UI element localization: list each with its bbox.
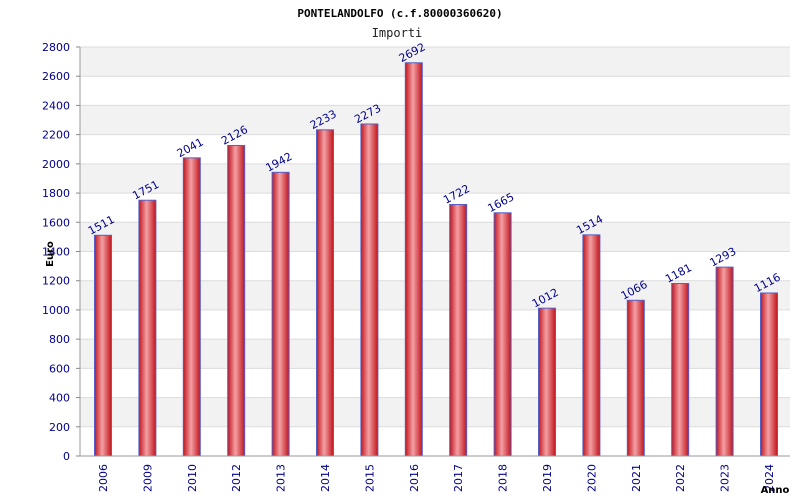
x-tick-label: 2024: [763, 464, 776, 492]
y-tick-label: 1400: [42, 246, 70, 259]
axes: [79, 47, 790, 457]
x-tick-label: 2006: [97, 464, 110, 492]
x-tick-label: 2023: [719, 464, 732, 492]
y-tick-label: 2200: [42, 129, 70, 142]
bar-2017: [449, 203, 468, 457]
x-tick-label: 2022: [674, 464, 687, 492]
y-tick-label: 1600: [42, 216, 70, 229]
x-tick-label: 2015: [363, 464, 376, 492]
x-tick-label: 2019: [541, 464, 554, 492]
data-label: 2041: [175, 135, 206, 160]
grid-band: [80, 105, 790, 135]
grid-band: [80, 47, 790, 77]
x-tick-label: 2012: [230, 464, 243, 492]
bar-2013: [271, 171, 290, 457]
bar-2012: [227, 144, 246, 457]
bar-2006: [94, 234, 112, 457]
bar-2015: [360, 123, 379, 457]
y-tick-label: 2600: [42, 70, 70, 83]
data-label: 1665: [486, 190, 517, 215]
bar-2019: [538, 307, 556, 457]
y-tick-label: 1800: [42, 187, 70, 200]
y-tick-label: 400: [49, 392, 70, 405]
y-tick-label: 200: [49, 421, 70, 434]
y-tick-label: 800: [49, 333, 70, 346]
x-tick-label: 2018: [497, 464, 510, 492]
bar-2023: [715, 266, 734, 457]
y-tick-label: 2000: [42, 158, 70, 171]
y-tick-label: 1200: [42, 275, 70, 288]
bar-2016: [404, 62, 423, 457]
x-axis-label: Anno: [761, 485, 790, 496]
x-tick-label: 2021: [630, 464, 643, 492]
bar-2022: [671, 282, 690, 457]
y-axis-label: Euro: [45, 241, 56, 267]
bar-2021: [626, 299, 645, 457]
x-tick-label: 2013: [275, 464, 288, 492]
bar-2010: [182, 157, 201, 457]
y-tick-label: 2400: [42, 99, 70, 112]
chart-subtitle: Importi: [372, 26, 423, 40]
y-tick-label: 2800: [42, 41, 70, 54]
x-tick-label: 2017: [452, 464, 465, 492]
x-tick-label: 2014: [319, 464, 332, 492]
bar-2014: [316, 129, 334, 457]
x-tick-labels: 2006 2009 2010 2012 2013 2014 2015 2016 2017 2018…: [97, 464, 776, 492]
x-tick-label: 2020: [585, 464, 598, 492]
y-tick-label: 600: [49, 362, 70, 375]
bar-2009: [138, 199, 157, 457]
x-tick-label: 2009: [141, 464, 154, 492]
y-tick-label: 0: [63, 450, 70, 463]
bar-2018: [493, 212, 512, 457]
bar-2024: [760, 292, 778, 457]
x-tick-label: 2016: [408, 464, 421, 492]
bars: [94, 62, 778, 457]
x-tick-label: 2010: [186, 464, 199, 492]
y-tick-labels: 0 200 400 600 800 1000 1200 1400 1600 1800 2000 220…: [42, 41, 70, 463]
chart-title: PONTELANDOLFO (c.f.80000360620): [297, 7, 502, 20]
bar-2020: [582, 234, 601, 457]
y-tick-label: 1000: [42, 304, 70, 317]
